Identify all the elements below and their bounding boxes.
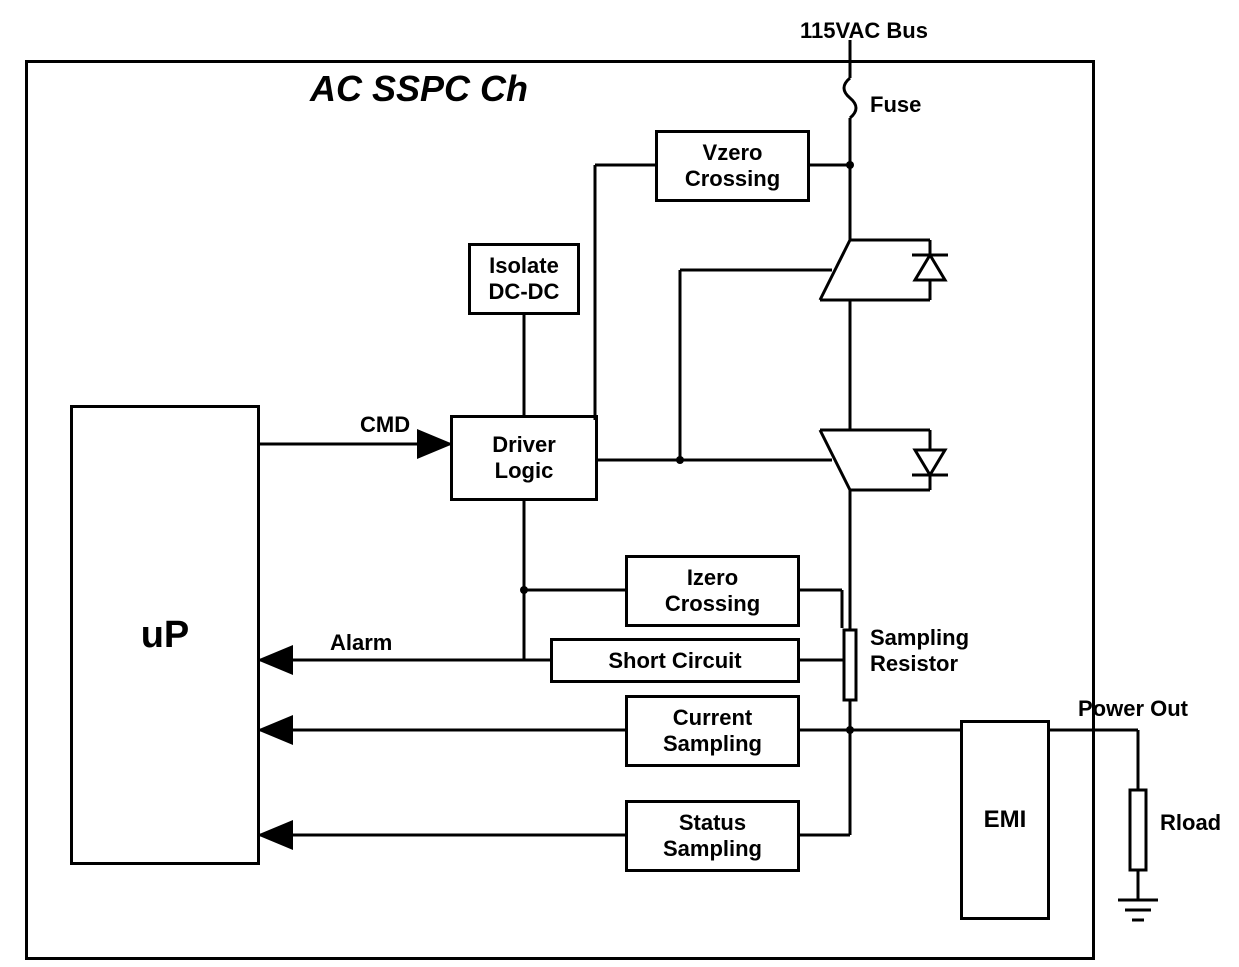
bus-label: 115VAC Bus (800, 18, 928, 44)
ground-icon (1118, 900, 1158, 920)
status-block: Status Sampling (625, 800, 800, 872)
alarm-label: Alarm (330, 630, 392, 656)
isolate-block: Isolate DC-DC (468, 243, 580, 315)
fuse-label: Fuse (870, 92, 921, 118)
vzero-block: Vzero Crossing (655, 130, 810, 202)
cmd-label: CMD (360, 412, 410, 438)
driver-block: Driver Logic (450, 415, 598, 501)
current-block: Current Sampling (625, 695, 800, 767)
emi-block: EMI (960, 720, 1050, 920)
rload-resistor-icon (1130, 790, 1146, 870)
diagram-title: AC SSPC Ch (310, 68, 528, 110)
sampling-resistor-label: Sampling Resistor (870, 625, 990, 678)
power-out-label: Power Out (1078, 696, 1188, 722)
up-block: uP (70, 405, 260, 865)
short-block: Short Circuit (550, 638, 800, 683)
rload-label: Rload (1160, 810, 1221, 836)
izero-block: Izero Crossing (625, 555, 800, 627)
